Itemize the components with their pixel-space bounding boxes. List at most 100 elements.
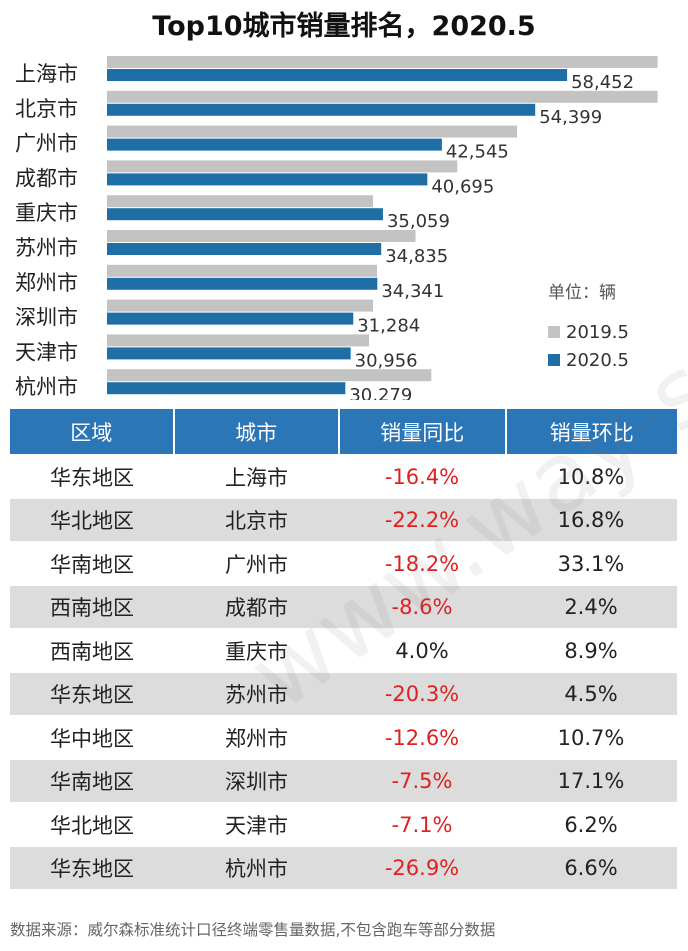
table-row: 华东地区 杭州市 -26.9% 6.6% bbox=[10, 847, 677, 889]
header-yoy: 销量同比 bbox=[340, 409, 507, 454]
header-city: 城市 bbox=[174, 409, 341, 454]
category-label: 北京市 bbox=[15, 97, 78, 121]
cell-city: 北京市 bbox=[225, 509, 288, 533]
cell-city: 广州市 bbox=[225, 552, 288, 577]
table-row: 华东地区 上海市 -16.4% 10.8% bbox=[10, 455, 677, 498]
bar-2020 bbox=[107, 173, 428, 186]
cell-mom: 33.1% bbox=[557, 551, 625, 576]
cell-yoy: -16.4% bbox=[384, 464, 460, 489]
table-row: 华北地区 天津市 -7.1% 6.2% bbox=[10, 803, 677, 846]
category-label: 天津市 bbox=[15, 340, 78, 364]
cell-city: 重庆市 bbox=[225, 639, 288, 664]
header-mom: 销量环比 bbox=[506, 409, 677, 454]
bar-2019 bbox=[107, 195, 374, 208]
data-label: 34,835 bbox=[385, 246, 448, 267]
bar-2019 bbox=[107, 56, 658, 68]
cell-yoy: -18.2% bbox=[384, 551, 460, 576]
cell-yoy: -7.5% bbox=[391, 769, 453, 793]
category-label: 深圳市 bbox=[15, 306, 78, 330]
bar-2019 bbox=[107, 90, 658, 103]
cell-city: 上海市 bbox=[225, 465, 288, 490]
table-row: 华北地区 北京市 -22.2% 16.8% bbox=[10, 499, 677, 541]
cell-yoy: 4.0% bbox=[395, 638, 449, 663]
cell-yoy: -8.6% bbox=[391, 595, 453, 619]
cell-region: 华南地区 bbox=[50, 552, 134, 577]
cell-region: 西南地区 bbox=[50, 639, 134, 664]
category-label: 杭州市 bbox=[15, 375, 78, 399]
data-label: 30,279 bbox=[349, 385, 412, 400]
legend-item-2019: 2019.5 bbox=[548, 318, 629, 346]
table-row: 西南地区 重庆市 4.0% 8.9% bbox=[10, 629, 677, 672]
cell-yoy: -20.3% bbox=[384, 682, 460, 706]
data-label: 34,341 bbox=[381, 281, 444, 302]
table-body: 华东地区 上海市 -16.4% 10.8% 华北地区 北京市 -22.2% 16.8% 华南地区… bbox=[10, 455, 677, 889]
cell-region: 华北地区 bbox=[50, 509, 134, 533]
cell-yoy: -7.1% bbox=[391, 812, 453, 837]
cell-region: 华东地区 bbox=[50, 465, 134, 490]
bar-2019 bbox=[107, 369, 432, 382]
cell-mom: 10.7% bbox=[557, 725, 625, 750]
bar-2020 bbox=[107, 382, 346, 395]
table-row: 华中地区 郑州市 -12.6% 10.7% bbox=[10, 716, 677, 759]
cell-city: 苏州市 bbox=[225, 683, 288, 707]
bar-2020 bbox=[107, 69, 568, 81]
category-label: 广州市 bbox=[15, 132, 78, 156]
cell-mom: 8.9% bbox=[564, 638, 618, 663]
city-sales-table: 区域 城市 销量同比 销量环比 华东地区 上海市 -16.4% 10.8% 华北地区 北京… bbox=[10, 409, 677, 889]
data-label: 31,284 bbox=[357, 316, 420, 337]
legend-swatch-2019 bbox=[548, 326, 560, 338]
category-label: 苏州市 bbox=[15, 236, 78, 260]
category-label: 成都市 bbox=[15, 166, 78, 190]
cell-mom: 6.2% bbox=[564, 812, 618, 837]
header-region: 区域 bbox=[10, 409, 175, 454]
cell-mom: 6.6% bbox=[564, 856, 618, 880]
cell-region: 华中地区 bbox=[50, 726, 134, 751]
cell-region: 华南地区 bbox=[50, 770, 134, 794]
legend-label-2020: 2020.5 bbox=[566, 349, 629, 371]
bar-2019 bbox=[107, 230, 416, 242]
legend-swatch-2020 bbox=[548, 354, 560, 366]
cell-city: 深圳市 bbox=[225, 770, 288, 794]
table-row: 西南地区 成都市 -8.6% 2.4% bbox=[10, 586, 677, 628]
cell-region: 华东地区 bbox=[50, 857, 134, 881]
legend-item-2020: 2020.5 bbox=[548, 346, 629, 374]
table-row: 华东地区 苏州市 -20.3% 4.5% bbox=[10, 673, 677, 715]
bar-2020 bbox=[107, 277, 378, 290]
data-label: 54,399 bbox=[539, 107, 602, 128]
bar-2019 bbox=[107, 264, 377, 277]
cell-region: 西南地区 bbox=[50, 596, 134, 620]
chart-title: Top10城市销量排名，2020.5 bbox=[152, 11, 536, 42]
cell-city: 杭州市 bbox=[225, 857, 288, 881]
cell-city: 天津市 bbox=[225, 813, 288, 838]
table-row: 华南地区 深圳市 -7.5% 17.1% bbox=[10, 760, 677, 802]
cell-region: 华北地区 bbox=[50, 813, 134, 838]
bar-2019 bbox=[107, 334, 370, 347]
bar-chart: 上海市 58,452 北京市 54,399 广州市 42,545 成都市 40,695 重庆市 3… bbox=[15, 56, 658, 400]
bar-2020 bbox=[107, 243, 382, 255]
cell-city: 郑州市 bbox=[225, 726, 288, 751]
data-label: 40,695 bbox=[431, 176, 494, 197]
chart-legend: 单位：辆 2019.5 2020.5 bbox=[548, 278, 629, 374]
cell-mom: 16.8% bbox=[557, 508, 625, 532]
cell-yoy: -22.2% bbox=[384, 508, 460, 532]
category-label: 上海市 bbox=[15, 62, 78, 86]
cell-yoy: -26.9% bbox=[384, 856, 460, 880]
data-label: 58,452 bbox=[571, 72, 634, 93]
data-label: 35,059 bbox=[387, 211, 450, 232]
bar-2020 bbox=[107, 103, 536, 116]
bar-2019 bbox=[107, 160, 458, 173]
legend-label-2019: 2019.5 bbox=[566, 321, 629, 343]
category-label: 重庆市 bbox=[15, 201, 78, 225]
cell-mom: 4.5% bbox=[564, 682, 618, 706]
category-label: 郑州市 bbox=[15, 271, 78, 295]
source-note: 数据来源：威尔森标准统计口径终端零售量数据,不包含跑车等部分数据 bbox=[10, 921, 496, 939]
data-label: 30,956 bbox=[355, 350, 418, 371]
cell-region: 华东地区 bbox=[50, 683, 134, 707]
table-header: 区域 城市 销量同比 销量环比 bbox=[10, 409, 677, 454]
bar-2020 bbox=[107, 347, 351, 360]
cell-mom: 2.4% bbox=[564, 595, 618, 619]
bar-2020 bbox=[107, 138, 442, 151]
bar-2020 bbox=[107, 208, 383, 221]
cell-mom: 17.1% bbox=[557, 769, 625, 793]
cell-city: 成都市 bbox=[225, 596, 288, 620]
